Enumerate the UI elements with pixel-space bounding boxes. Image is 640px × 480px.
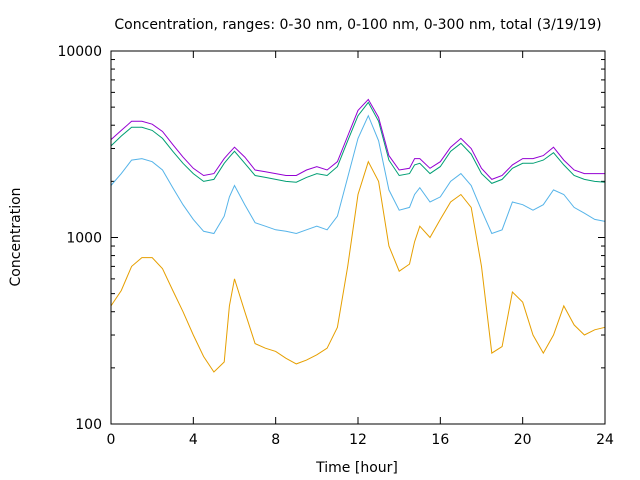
x-tick-label: 24	[596, 432, 614, 448]
chart-title: Concentration, ranges: 0-30 nm, 0-100 nm…	[114, 17, 601, 33]
y-axis-label: Concentration	[8, 187, 24, 286]
x-tick-label: 20	[514, 432, 532, 448]
x-tick-label: 8	[271, 432, 280, 448]
x-tick-label: 12	[349, 432, 367, 448]
series-lines	[110, 98, 606, 373]
y-tick-label: 10000	[57, 44, 102, 60]
axis-ticks: 0 4 8 12 16 20 24 100 1000 10000	[57, 44, 614, 448]
x-tick-label: 16	[431, 432, 449, 448]
series-line-4	[110, 98, 605, 180]
x-axis-label: Time [hour]	[315, 460, 398, 476]
y-tick-label: 1000	[66, 231, 102, 247]
x-tick-label: 4	[189, 432, 198, 448]
series-line-1	[110, 160, 606, 373]
y-tick-label: 100	[75, 417, 102, 433]
series-line-2	[110, 114, 606, 235]
series-line-3	[110, 101, 606, 184]
plot-frame	[110, 50, 606, 425]
x-tick-label: 0	[107, 432, 116, 448]
